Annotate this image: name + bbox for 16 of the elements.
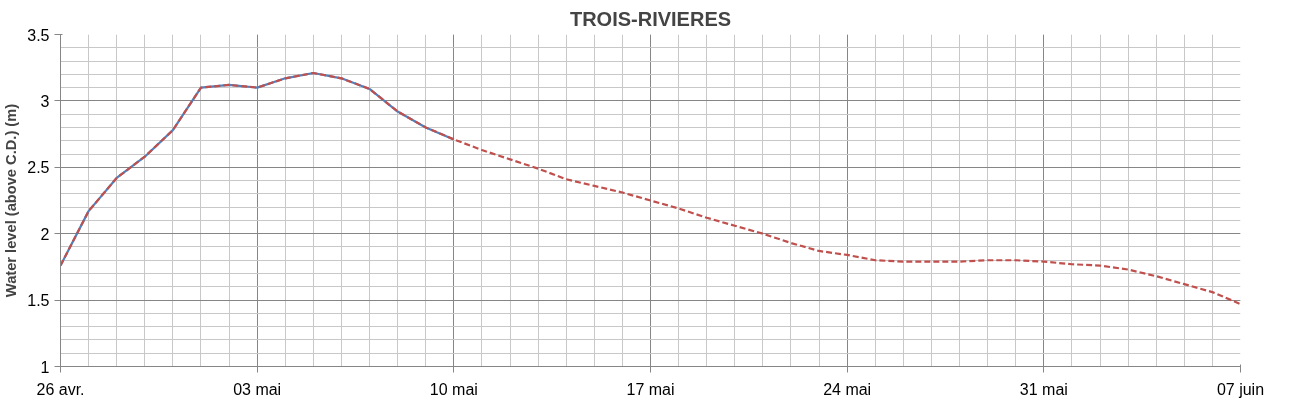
y-tick-label: 3 [40, 92, 50, 110]
x-tick-label: 31 mai [1019, 380, 1068, 398]
y-tick-label: 2.5 [27, 159, 50, 177]
y-axis-title: Water level (above C.D.) (m) [3, 103, 20, 298]
x-tick-label: 26 avr. [36, 380, 85, 398]
y-tick-label: 1.5 [27, 292, 50, 310]
x-tick-label: 07 juin [1216, 380, 1265, 398]
chart-title: TROIS-RIVIERES [569, 7, 732, 30]
y-tick-label: 3.5 [27, 26, 50, 44]
x-tick-label: 17 mai [626, 380, 675, 398]
y-tick-label: 1 [40, 358, 50, 376]
x-tick-label: 10 mai [429, 380, 478, 398]
x-tick-label: 24 mai [823, 380, 872, 398]
x-tick-label: 03 mai [233, 380, 282, 398]
line-series [60, 71, 1241, 306]
y-tick-label: 2 [40, 225, 50, 243]
